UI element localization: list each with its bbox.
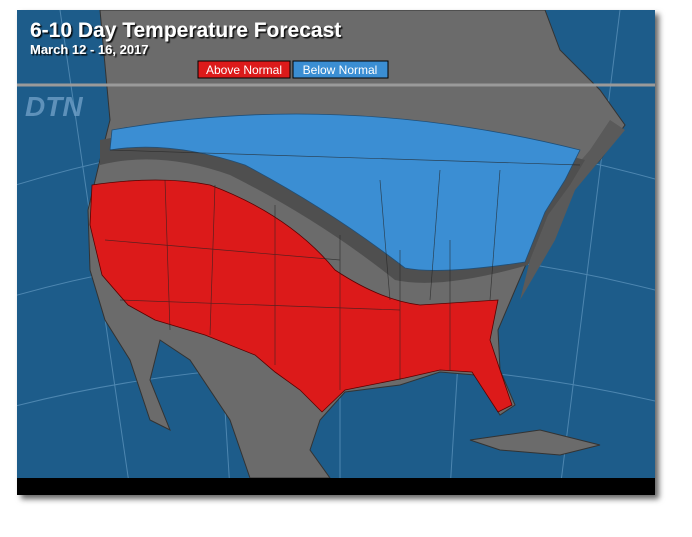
legend-swatch-above bbox=[197, 60, 291, 79]
legend-label: Below Normal bbox=[303, 63, 378, 77]
legend-swatch-below bbox=[292, 60, 389, 79]
coast-shadow bbox=[520, 120, 625, 300]
below-normal-area bbox=[109, 113, 581, 271]
cuba bbox=[469, 429, 601, 456]
above-normal-area bbox=[89, 179, 513, 413]
legend-label: Above Normal bbox=[206, 63, 282, 77]
subtitle: March 12 - 16, 2017 bbox=[30, 42, 149, 57]
legend: Above Normal Below Normal bbox=[197, 60, 389, 79]
map bbox=[17, 10, 655, 478]
borders bbox=[104, 149, 581, 390]
title: 6-10 Day Temperature Forecast bbox=[30, 19, 341, 42]
watermark: DTN bbox=[25, 91, 83, 122]
